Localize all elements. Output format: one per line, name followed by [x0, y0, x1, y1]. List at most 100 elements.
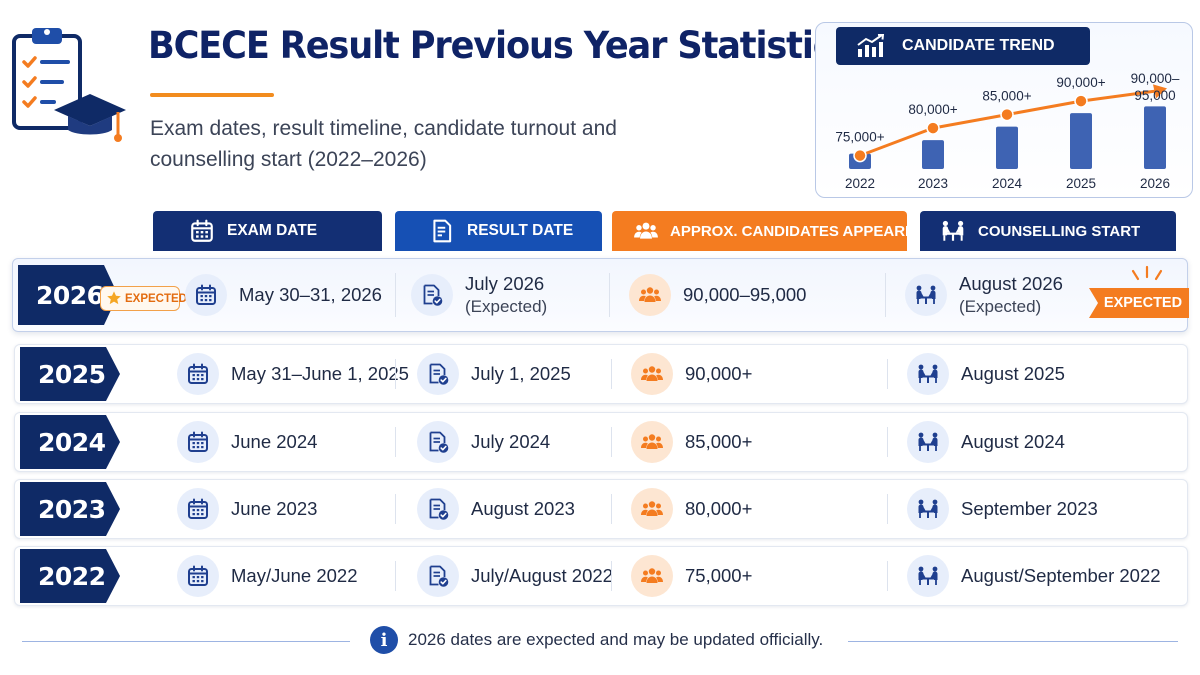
- document-check-icon: [417, 488, 459, 530]
- column-divider: [395, 273, 396, 317]
- exam-date-value: May/June 2022: [231, 565, 358, 586]
- calendar-icon: [187, 216, 217, 246]
- candidates-value: 90,000+: [685, 363, 753, 384]
- trend-bar-2026: [1144, 106, 1166, 169]
- candidates-cell: 75,000+: [631, 547, 752, 605]
- result-date-value: July 2024: [471, 431, 551, 452]
- result-date-cell: July 2024: [417, 413, 550, 471]
- trend-category-label: 2026: [1140, 176, 1170, 191]
- calendar-icon: [177, 353, 219, 395]
- result-date-note: (Expected): [465, 297, 548, 316]
- counselling-cell: August 2025: [907, 345, 1065, 403]
- calendar-icon: [185, 274, 227, 316]
- candidates-value: 90,000–95,000: [683, 284, 807, 305]
- people-group-icon: [631, 488, 673, 530]
- people-group-icon: [631, 555, 673, 597]
- counselling-value: August 2024: [961, 431, 1065, 452]
- trend-point-2024: [1000, 107, 1014, 122]
- result-date-cell: July 2026 (Expected): [411, 259, 547, 331]
- counselling-meeting-icon: [938, 216, 968, 246]
- footer-divider-left: [22, 641, 350, 642]
- exam-date-cell: May 30–31, 2026: [185, 259, 382, 331]
- counselling-cell: August 2026 (Expected): [905, 259, 1063, 331]
- counselling-cell: August/September 2022: [907, 547, 1161, 605]
- column-header-label: EXAM DATE: [227, 222, 318, 239]
- trend-value-label: 75,000+: [835, 130, 884, 145]
- result-date-main: July 2026: [465, 273, 545, 294]
- trend-bar-2023: [922, 140, 944, 169]
- candidates-cell: 90,000+: [631, 345, 752, 403]
- table-row: 2026 EXPECTED May 30–31, 2026 July 2026 …: [12, 258, 1189, 332]
- counselling-value: August 2025: [961, 363, 1065, 384]
- year-tag: 2023: [20, 482, 120, 536]
- page-subtitle: Exam dates, result timeline, candidate t…: [150, 113, 750, 175]
- calendar-icon: [177, 555, 219, 597]
- document-icon: [427, 216, 457, 246]
- trend-arrow-icon: [1153, 84, 1167, 99]
- exam-date-value: June 2023: [231, 498, 318, 519]
- people-group-icon: [631, 353, 673, 395]
- chart-up-icon: [854, 33, 888, 59]
- candidates-value: 85,000+: [685, 431, 753, 452]
- counselling-value: September 2023: [961, 498, 1098, 519]
- column-divider: [887, 359, 888, 389]
- result-date-cell: August 2023: [417, 480, 575, 538]
- exam-date-cell: May 31–June 1, 2025: [177, 345, 409, 403]
- column-divider: [395, 359, 396, 389]
- column-divider: [395, 494, 396, 524]
- result-date-value: August 2023: [471, 498, 575, 519]
- people-group-icon: [632, 216, 660, 246]
- counselling-cell: September 2023: [907, 480, 1098, 538]
- column-divider: [609, 273, 610, 317]
- column-divider: [611, 359, 612, 389]
- table-row: 2022 May/June 2022 July/August 2022 75,0…: [14, 546, 1188, 606]
- trend-category-label: 2024: [992, 176, 1023, 191]
- trend-category-label: 2025: [1066, 176, 1096, 191]
- document-check-icon: [417, 555, 459, 597]
- candidate-trend-chart: 75,000+ 80,000+ 85,000+ 90,000+ 90,000– 95,00…: [835, 71, 1179, 191]
- expected-ribbon: EXPECTED: [1089, 288, 1189, 318]
- trend-category-label: 2022: [845, 176, 875, 191]
- table-row: 2024 June 2024 July 2024 85,000+ August …: [14, 412, 1188, 472]
- counselling-main: August 2026: [959, 273, 1063, 294]
- title-underline: [150, 93, 274, 97]
- counselling-cell: August 2024: [907, 413, 1065, 471]
- sparkle-burst-icon: [1131, 265, 1163, 281]
- subtitle-line-1: Exam dates, result timeline, candidate t…: [150, 117, 617, 140]
- counselling-meeting-icon: [907, 555, 949, 597]
- clipboard-graduation-cap-icon: [10, 22, 130, 147]
- document-check-icon: [417, 421, 459, 463]
- info-icon: i: [370, 626, 398, 654]
- counselling-note: (Expected): [959, 297, 1042, 316]
- footer-divider-right: [848, 641, 1178, 642]
- candidate-trend-card: CANDIDATE TREND 75,000+ 80,000+ 85,000+ 90,…: [815, 22, 1193, 198]
- exam-date-cell: June 2024: [177, 413, 317, 471]
- document-check-icon: [411, 274, 453, 316]
- exam-date-cell: May/June 2022: [177, 547, 358, 605]
- column-header-exam-date: EXAM DATE: [153, 211, 382, 251]
- column-header-result-date: RESULT DATE: [395, 211, 602, 251]
- result-date-value: July/August 2022: [471, 565, 613, 586]
- subtitle-line-2: counselling start (2022–2026): [150, 148, 427, 171]
- candidates-cell: 90,000–95,000: [629, 259, 806, 331]
- calendar-icon: [177, 488, 219, 530]
- result-date-value: July 2026 (Expected): [465, 273, 547, 317]
- table-row: 2023 June 2023 August 2023 80,000+ Septe…: [14, 479, 1188, 539]
- column-header-candidates: APPROX. CANDIDATES APPEARED: [612, 211, 926, 251]
- column-header-label: RESULT DATE: [467, 222, 574, 239]
- column-divider: [611, 494, 612, 524]
- counselling-meeting-icon: [905, 274, 947, 316]
- trend-point-2022: [853, 148, 867, 163]
- footer-note: i 2026 dates are expected and may be upd…: [370, 626, 823, 654]
- expected-pill: EXPECTED: [100, 286, 187, 311]
- trend-value-label: 85,000+: [982, 89, 1031, 104]
- people-group-icon: [629, 274, 671, 316]
- year-tag: 2024: [20, 415, 120, 469]
- candidate-trend-title: CANDIDATE TREND: [902, 37, 1055, 54]
- counselling-meeting-icon: [907, 488, 949, 530]
- trend-bar-2025: [1070, 113, 1092, 169]
- result-date-value: July 1, 2025: [471, 363, 571, 384]
- people-group-icon: [631, 421, 673, 463]
- counselling-value: August/September 2022: [961, 565, 1161, 586]
- year-tag: 2026: [18, 265, 118, 325]
